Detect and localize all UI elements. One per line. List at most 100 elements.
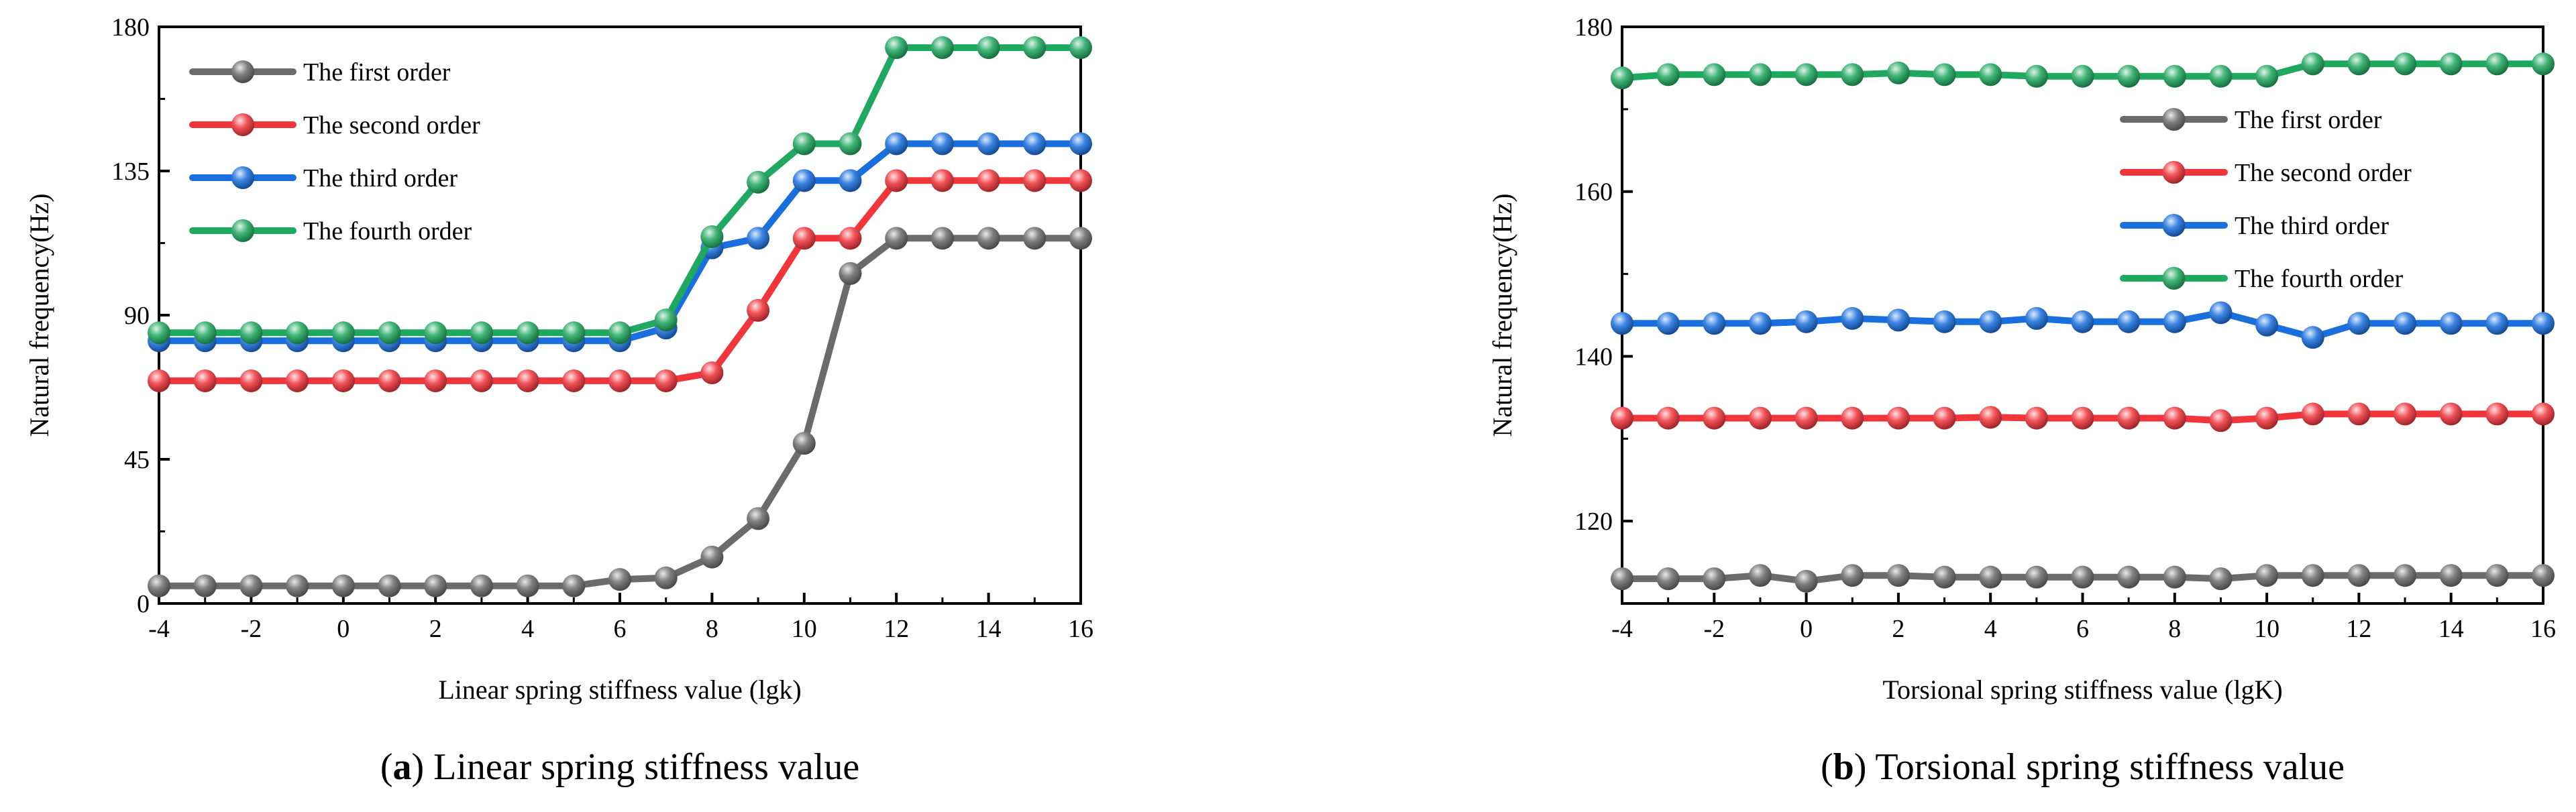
x-tick-label: 16 (1068, 615, 1093, 643)
data-point (2071, 64, 2094, 88)
data-point (2255, 313, 2279, 337)
data-point (1611, 66, 1633, 90)
data-point (792, 227, 816, 250)
data-point (747, 507, 770, 530)
y-tick-label: 90 (124, 302, 150, 330)
data-point (1703, 63, 1726, 86)
data-point (1979, 310, 2002, 333)
data-point (193, 369, 217, 392)
series-second-order (1611, 402, 2555, 432)
legend-label: The fourth order (303, 217, 472, 245)
data-point (562, 369, 586, 392)
data-point (2347, 402, 2371, 426)
y-tick-label: 45 (124, 446, 150, 474)
data-point (839, 132, 862, 156)
x-tick-label: 14 (2438, 615, 2464, 643)
data-point (1886, 308, 1910, 332)
data-point (1069, 132, 1092, 156)
caption-text: Linear spring stiffness value (424, 746, 859, 788)
data-point (930, 36, 954, 60)
data-point (2485, 52, 2509, 76)
data-point (286, 321, 309, 345)
data-point (747, 170, 770, 194)
legend-item-first: The first order (2120, 106, 2382, 134)
series-fourth-order (1611, 52, 2555, 90)
x-tick-label: -2 (241, 615, 262, 643)
data-point (1703, 406, 1726, 430)
data-point (424, 321, 447, 345)
series-line (156, 235, 1084, 589)
data-point (1841, 63, 1864, 86)
y-axis-title: Natural frequency(Hz) (24, 193, 54, 437)
x-axis-title: Linear spring stiffness value (lgk) (438, 675, 801, 705)
x-tick-label: 14 (976, 615, 1002, 643)
data-point (424, 369, 447, 392)
data-point (2025, 306, 2048, 330)
data-point (2025, 565, 2048, 589)
data-point (2485, 402, 2509, 426)
y-tick-label: 135 (111, 158, 150, 186)
data-point (424, 574, 447, 597)
data-point (747, 298, 770, 322)
data-point (331, 574, 355, 597)
data-point (1023, 169, 1046, 192)
data-point (1748, 564, 1772, 587)
y-tick-label: 0 (137, 590, 150, 618)
legend-item-third: The third order (189, 164, 458, 192)
chart-b: -4 -2 0 2 4 6 8 10 12 14 16 120 140 160 180 Torsional s… (1487, 13, 2556, 788)
x-tick-label: 10 (2254, 615, 2279, 643)
data-point (286, 574, 309, 597)
data-point (608, 321, 631, 345)
x-tick-label: 6 (2076, 615, 2089, 643)
data-point (286, 369, 309, 392)
data-point (2071, 310, 2094, 333)
data-point (654, 566, 678, 589)
data-point (1979, 406, 2002, 429)
data-point (2301, 564, 2324, 587)
y-tick-label: 160 (1574, 178, 1613, 207)
caption-paren-open: ( (380, 746, 393, 788)
legend-label: The second order (2235, 159, 2412, 187)
data-point (792, 169, 816, 192)
x-tick-label: 2 (429, 615, 442, 643)
data-point (608, 568, 631, 591)
data-point (148, 369, 170, 392)
legend-swatch-marker (231, 219, 254, 242)
data-point (1611, 567, 1633, 591)
data-point (2255, 64, 2279, 88)
legend-item-second: The second order (2120, 159, 2412, 187)
data-point (792, 132, 816, 156)
data-point (839, 262, 862, 285)
x-tick-label: 4 (521, 615, 534, 643)
data-point (2301, 402, 2324, 426)
data-point (1748, 406, 1772, 430)
figure-caption: (b) Torsional spring stiffness value (1821, 746, 2345, 788)
data-point (1023, 227, 1046, 250)
data-point (2163, 64, 2186, 88)
data-point (930, 227, 954, 250)
data-point (1656, 567, 1680, 591)
data-point (1656, 406, 1680, 430)
series-second-order (148, 169, 1092, 392)
data-point (2163, 565, 2186, 589)
data-point (516, 321, 539, 345)
legend-swatch-marker (231, 60, 254, 83)
data-point (2394, 402, 2417, 426)
data-point (1069, 169, 1092, 192)
data-point (1933, 406, 1956, 430)
data-point (977, 227, 1000, 250)
data-point (977, 36, 1000, 60)
data-point (1611, 312, 1633, 335)
x-tick-label: 16 (2530, 615, 2556, 643)
legend-swatch-marker (2162, 108, 2186, 131)
data-point (839, 169, 862, 192)
data-point (2025, 64, 2048, 88)
data-point (516, 574, 539, 597)
data-point (839, 227, 862, 250)
data-point (2163, 406, 2186, 430)
data-point (2439, 312, 2463, 335)
x-tick-label: 8 (706, 615, 718, 643)
data-point (2485, 312, 2509, 335)
data-point (1069, 36, 1092, 60)
